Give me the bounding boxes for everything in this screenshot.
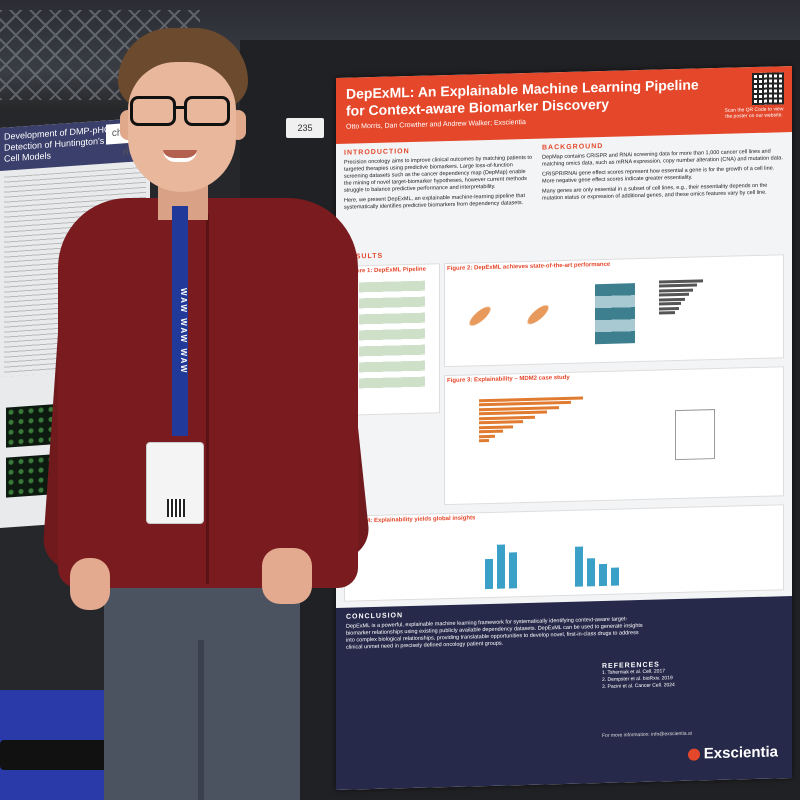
- left-lens: [130, 96, 176, 126]
- glasses: [128, 96, 232, 132]
- left-hand: [70, 558, 110, 610]
- lanyard-strap: [172, 206, 188, 436]
- shirt-placket: [206, 214, 209, 584]
- board-number: 235: [286, 118, 324, 138]
- glasses-bridge: [174, 106, 186, 109]
- lanyard-text: WAW WAW WAW: [179, 287, 188, 375]
- jeans-gap: [198, 640, 204, 800]
- lanyard: WAW WAW WAW: [164, 206, 194, 446]
- right-lens: [184, 96, 230, 126]
- name-badge: [146, 442, 204, 524]
- right-hand: [262, 548, 312, 604]
- badge-qr-icon: [167, 499, 185, 517]
- smile: [163, 150, 197, 162]
- face: [128, 62, 236, 192]
